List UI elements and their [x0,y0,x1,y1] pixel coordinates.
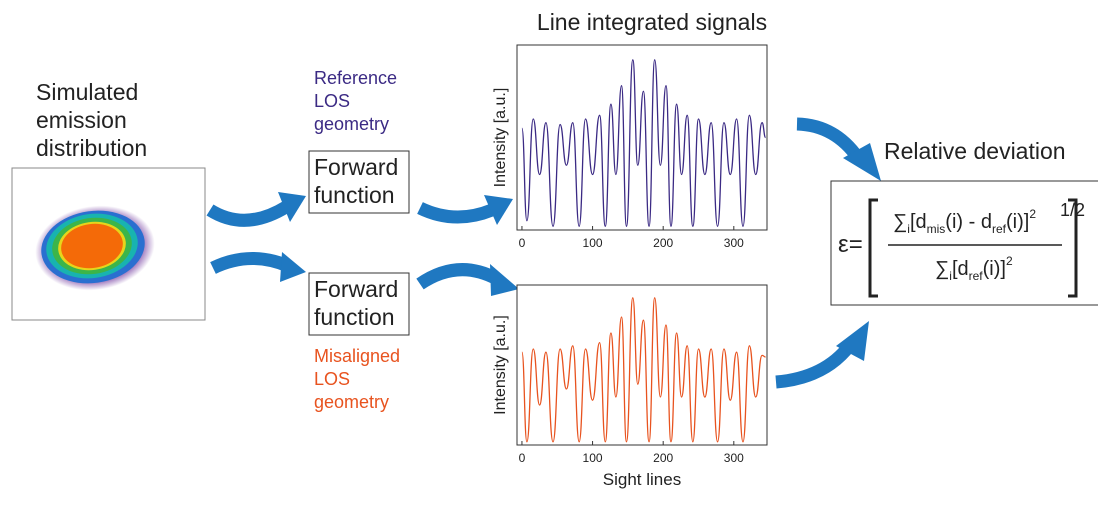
plot-frame [516,44,768,231]
term: (i) - d [945,211,992,233]
forward-label: Forward [314,154,398,180]
term: (i)] [1006,211,1029,233]
x-tick-label: 100 [583,236,603,250]
formula-numerator: ∑i[dmis(i) - dref(i)]2 [893,207,1036,236]
source-label: distribution [36,135,147,161]
misaligned-label: LOS [314,369,350,389]
plot-frame [516,284,768,446]
x-tick-label: 100 [583,451,603,465]
formula-denominator: ∑i[dref(i)]2 [935,254,1013,283]
term: [d [952,258,969,280]
x-tick-label: 0 [519,451,526,465]
reference-label: Reference [314,68,397,88]
sub: ref [969,269,984,283]
sum: ∑ [893,211,907,233]
signal-line [521,297,766,443]
reference-label: LOS [314,91,350,111]
sum: ∑ [935,258,949,280]
term: (i)] [983,258,1006,280]
forward-label: function [314,182,395,208]
x-axis-label: Sight lines [603,470,681,489]
x-tick-label: 0 [519,236,526,250]
forward-box [308,272,410,336]
sup: 2 [1006,254,1013,268]
forward-label: Forward [314,276,398,302]
formula-box [830,180,1098,306]
chart-title: Line integrated signals [537,9,767,35]
arrowheads [278,143,881,361]
misaligned-label: Misaligned [314,346,400,366]
emission-blob [35,205,155,291]
formula-exponent: 1/2 [1060,200,1085,220]
sub: i [949,269,952,283]
x-tick-label: 200 [653,236,673,250]
sub: ref [992,222,1007,236]
x-tick-label: 300 [724,236,744,250]
x-tick-label: 300 [724,451,744,465]
result-label: Relative deviation [884,138,1066,164]
arrows [206,117,864,389]
sup: 2 [1029,207,1036,221]
source-label: Simulated [36,79,138,105]
signal-line [521,59,767,227]
formula-lhs: ε= [838,231,863,258]
y-axis-label: Intensity [a.u.] [492,88,509,188]
x-tick-label: 200 [653,451,673,465]
term: [d [910,211,927,233]
sub: i [907,222,910,236]
misaligned-label: geometry [314,392,389,412]
formula-brackets [868,198,1078,298]
source-label: emission [36,107,127,133]
reference-label: geometry [314,114,389,134]
forward-label: function [314,304,395,330]
forward-box [308,150,410,214]
sub: mis [927,222,946,236]
y-axis-label: Intensity [a.u.] [492,315,509,415]
